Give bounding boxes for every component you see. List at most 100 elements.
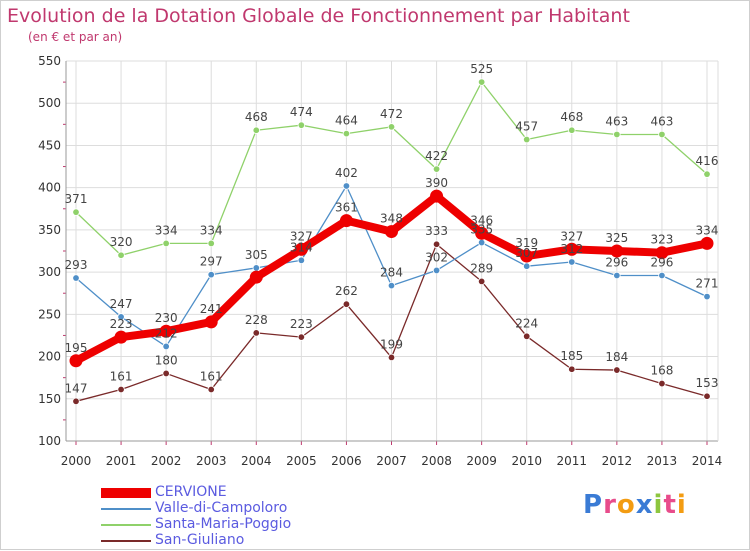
- data-point-san-giuliano: [117, 385, 125, 394]
- data-point-valle-di-campoloro: [342, 182, 351, 190]
- data-point-valle-di-campoloro: [523, 262, 531, 270]
- data-point-cervione: [430, 189, 444, 203]
- data-point-valle-di-campoloro: [297, 256, 306, 264]
- data-label-cervione: 323: [650, 233, 673, 247]
- data-label-san-giuliano: 147: [65, 381, 88, 395]
- data-label-santa-maria-poggio: 463: [605, 114, 628, 128]
- data-label-valle-di-campoloro: 212: [155, 326, 178, 340]
- x-tick-label: 2003: [196, 454, 227, 468]
- x-tick-label: 2001: [106, 454, 137, 468]
- legend-swatch-cervione: [101, 488, 151, 498]
- data-label-valle-di-campoloro: 284: [380, 266, 403, 280]
- y-tick-label: 350: [38, 223, 61, 237]
- data-point-san-giuliano: [387, 353, 396, 362]
- series-lines: [69, 78, 714, 406]
- data-label-san-giuliano: 185: [560, 349, 583, 363]
- y-tick-label: 550: [38, 54, 61, 68]
- x-tick-label: 2014: [692, 454, 723, 468]
- data-point-san-giuliano: [207, 385, 215, 394]
- data-point-san-giuliano: [72, 397, 80, 406]
- data-point-valle-di-campoloro: [568, 258, 576, 266]
- y-tick-label: 400: [38, 181, 61, 195]
- data-label-valle-di-campoloro: 296: [605, 255, 628, 269]
- x-tick-label: 2011: [557, 454, 588, 468]
- data-point-san-giuliano: [523, 332, 531, 340]
- data-point-cervione: [69, 354, 83, 368]
- chart-title: Evolution de la Dotation Globale de Fonc…: [7, 5, 630, 27]
- data-label-san-giuliano: 228: [245, 313, 268, 327]
- data-label-valle-di-campoloro: 312: [560, 242, 583, 256]
- legend-label-santa-maria-poggio: Santa-Maria-Poggio: [155, 516, 292, 532]
- data-label-santa-maria-poggio: 422: [425, 149, 448, 163]
- x-tick-label: 2006: [331, 454, 362, 468]
- data-label-valle-di-campoloro: 302: [425, 250, 448, 264]
- data-point-valle-di-campoloro: [432, 266, 441, 275]
- data-label-cervione: 361: [335, 201, 358, 215]
- data-label-santa-maria-poggio: 334: [200, 223, 223, 237]
- y-tick-label: 100: [38, 434, 61, 448]
- data-label-valle-di-campoloro: 296: [650, 255, 673, 269]
- data-point-san-giuliano: [703, 392, 711, 400]
- logo-letter: i: [676, 490, 687, 520]
- proxiti-logo: Proxiti: [583, 490, 687, 520]
- data-point-santa-maria-poggio: [162, 239, 170, 248]
- data-point-valle-di-campoloro: [207, 270, 215, 279]
- data-label-cervione: 230: [155, 311, 178, 325]
- data-label-san-giuliano: 262: [335, 284, 358, 298]
- data-point-santa-maria-poggio: [703, 170, 711, 178]
- data-point-san-giuliano: [477, 277, 486, 286]
- data-point-cervione: [159, 324, 173, 338]
- y-tick-label: 500: [38, 96, 61, 110]
- data-point-santa-maria-poggio: [432, 165, 441, 173]
- x-tick-label: 2009: [466, 454, 497, 468]
- data-label-san-giuliano: 168: [650, 364, 673, 378]
- data-label-valle-di-campoloro: 271: [696, 277, 719, 291]
- data-label-san-giuliano: 224: [515, 316, 538, 330]
- data-label-valle-di-campoloro: 335: [470, 223, 493, 237]
- x-tick-label: 2012: [602, 454, 633, 468]
- x-tick-label: 2013: [647, 454, 678, 468]
- x-tick-label: 2002: [151, 454, 182, 468]
- y-tick-label: 300: [38, 265, 61, 279]
- y-tick-label: 150: [38, 392, 61, 406]
- data-point-san-giuliano: [568, 365, 576, 373]
- data-point-san-giuliano: [162, 369, 170, 378]
- data-label-san-giuliano: 161: [110, 369, 133, 383]
- data-point-santa-maria-poggio: [568, 126, 576, 134]
- legend-swatch-san-giuliano: [101, 540, 151, 542]
- legend-label-valle-di-campoloro: Valle-di-Campoloro: [155, 500, 288, 516]
- data-label-santa-maria-poggio: 468: [560, 110, 583, 124]
- point-labels: 195 223 230 241 327 361 348 390 346 319 327 325 323 3…: [65, 62, 719, 395]
- legend-label-san-giuliano: San-Giuliano: [155, 532, 245, 548]
- data-label-cervione: 346: [470, 213, 493, 227]
- data-label-santa-maria-poggio: 464: [335, 114, 358, 128]
- data-label-valle-di-campoloro: 314: [290, 240, 313, 254]
- data-point-valle-di-campoloro: [613, 271, 621, 280]
- data-point-cervione: [294, 242, 308, 256]
- data-point-valle-di-campoloro: [658, 271, 666, 280]
- data-label-cervione: 390: [425, 176, 448, 190]
- data-label-santa-maria-poggio: 416: [696, 154, 719, 168]
- data-label-san-giuliano: 223: [290, 317, 313, 331]
- y-tick-label: 200: [38, 350, 61, 364]
- data-label-valle-di-campoloro: 297: [200, 255, 223, 269]
- data-point-cervione: [655, 246, 669, 260]
- data-point-valle-di-campoloro: [477, 238, 486, 247]
- data-label-san-giuliano: 333: [425, 224, 448, 238]
- x-tick-label: 2010: [511, 454, 542, 468]
- legend-label-cervione: CERVIONE: [155, 484, 227, 500]
- data-point-cervione: [475, 226, 489, 240]
- data-point-san-giuliano: [658, 379, 666, 388]
- x-tick-label: 2007: [376, 454, 407, 468]
- data-point-santa-maria-poggio: [117, 251, 125, 259]
- data-point-santa-maria-poggio: [207, 239, 215, 248]
- logo-letter: x: [635, 490, 654, 520]
- data-label-san-giuliano: 199: [380, 337, 403, 351]
- data-point-valle-di-campoloro: [72, 274, 80, 282]
- data-label-valle-di-campoloro: 247: [110, 297, 133, 311]
- data-point-santa-maria-poggio: [613, 130, 621, 139]
- data-label-santa-maria-poggio: 468: [245, 110, 268, 124]
- data-point-santa-maria-poggio: [252, 126, 260, 134]
- chart-grid: [66, 60, 718, 442]
